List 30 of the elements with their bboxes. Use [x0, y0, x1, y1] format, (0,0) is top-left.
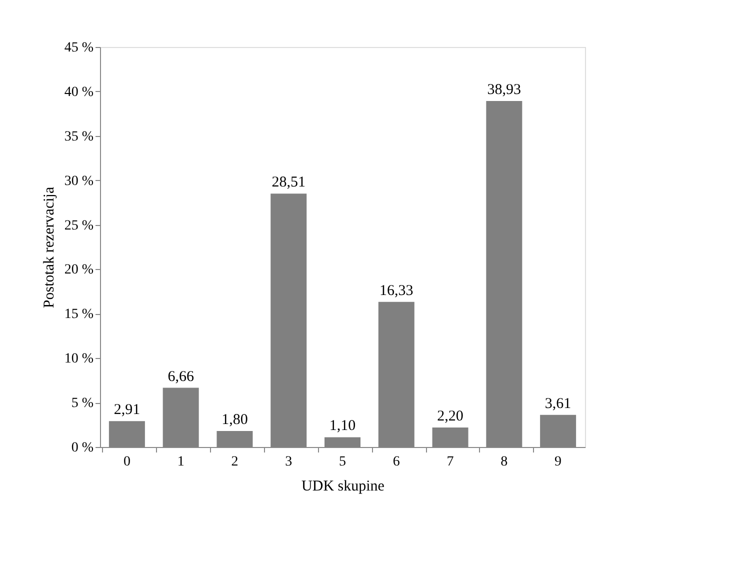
x-tick-label: 6 — [392, 454, 400, 470]
y-tick-label: 20 % — [64, 262, 94, 278]
y-tick-label: 0 % — [71, 440, 94, 456]
data-label: 28,51 — [272, 174, 306, 191]
y-tick-label: 5 % — [71, 396, 94, 412]
y-axis-title: Postotak rezervacija — [41, 186, 58, 308]
y-tick-label: 10 % — [64, 352, 94, 367]
x-tick-label: 9 — [554, 454, 562, 470]
x-axis-title: UDK skupine — [302, 478, 385, 494]
y-tick-label: 15 % — [64, 307, 94, 322]
x-tick-label: 7 — [446, 454, 454, 470]
x-tick-label: 2 — [231, 454, 238, 470]
data-label: 6,66 — [168, 368, 194, 385]
data-label: 38,93 — [487, 82, 522, 98]
data-label: 2,91 — [114, 402, 140, 418]
y-tick-label: 45 % — [64, 40, 94, 56]
x-tick-label: 8 — [500, 454, 508, 470]
y-tick-label: 30 % — [64, 174, 94, 189]
x-tick-label: 5 — [339, 454, 346, 470]
data-label: 1,80 — [222, 412, 248, 428]
data-label: 16,33 — [380, 282, 414, 299]
y-tick-label: 40 % — [64, 84, 94, 100]
x-tick-label: 1 — [177, 454, 184, 470]
data-label: 2,20 — [437, 408, 464, 424]
x-tick-label: 0 — [123, 454, 130, 470]
data-label: 1,10 — [329, 418, 356, 434]
data-label: 3,61 — [544, 396, 572, 412]
y-tick-label: 25 % — [64, 218, 94, 234]
x-tick-label: 3 — [285, 454, 292, 470]
y-tick-label: 35 % — [64, 129, 94, 144]
